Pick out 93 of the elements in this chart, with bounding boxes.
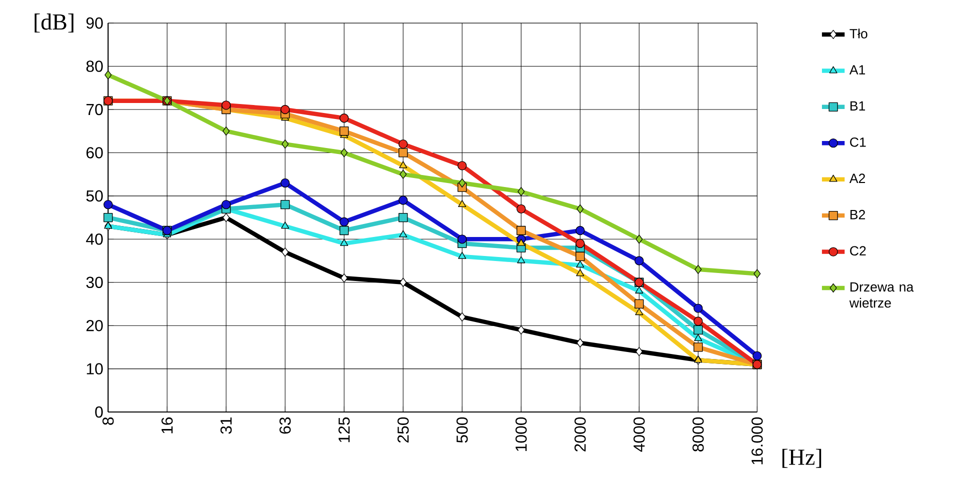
point: [517, 256, 526, 264]
point: [694, 334, 702, 342]
point: [694, 264, 702, 274]
point: [340, 226, 349, 236]
point: [282, 139, 289, 149]
point: [340, 126, 349, 136]
point: [576, 338, 584, 348]
point: [398, 196, 408, 205]
y-axis-title: [dB]: [34, 14, 74, 33]
legend-label: C2: [850, 246, 866, 256]
legend-label: A2: [849, 174, 865, 183]
point: [399, 161, 408, 168]
y-tick-label: 90: [86, 17, 103, 29]
point: [340, 217, 349, 226]
point: [400, 278, 407, 287]
y-tick-label: 0: [95, 406, 103, 418]
point: [518, 325, 525, 334]
point: [340, 114, 349, 123]
x-tick-label: 1000: [516, 417, 527, 451]
point: [399, 230, 408, 238]
point: [458, 178, 466, 188]
point: [400, 170, 407, 179]
point: [634, 256, 644, 266]
y-tick-label: 10: [86, 363, 103, 374]
point: [516, 226, 526, 236]
point: [634, 299, 644, 309]
point: [635, 286, 644, 294]
point: [576, 269, 584, 276]
x-tick-label: 63: [279, 417, 291, 434]
x-tick-label: 8: [102, 417, 114, 425]
point: [517, 238, 526, 246]
point: [104, 70, 112, 80]
x-tick-label: 16.000: [752, 417, 763, 464]
legend-label: B2: [850, 210, 865, 220]
point: [340, 273, 348, 283]
point: [516, 204, 526, 214]
legend-label: Tło: [850, 28, 868, 38]
legend-label: C1: [850, 137, 866, 147]
point: [636, 346, 643, 356]
point: [280, 104, 290, 114]
point: [222, 212, 230, 222]
point: [458, 252, 466, 259]
point: [694, 325, 703, 334]
point: [458, 312, 466, 322]
point: [635, 308, 644, 316]
point: [518, 187, 525, 196]
point: [694, 304, 703, 313]
point: [340, 148, 348, 158]
point: [104, 212, 113, 222]
y-tick-label: 20: [86, 320, 103, 332]
point: [752, 351, 762, 360]
point: [398, 212, 408, 222]
x-axis-title: [Hz]: [782, 448, 822, 468]
point: [458, 234, 467, 244]
point: [576, 204, 584, 214]
x-tick-label: 500: [456, 417, 468, 443]
point: [280, 178, 290, 188]
x-tick-label: 125: [338, 417, 350, 442]
point: [222, 126, 230, 136]
point: [694, 316, 703, 326]
point: [282, 248, 289, 257]
point: [694, 342, 703, 352]
x-tick-label: 31: [220, 418, 232, 434]
x-tick-label: 2000: [574, 417, 586, 452]
point: [576, 260, 584, 268]
y-tick-label: 30: [86, 276, 103, 288]
x-tick-label: 8000: [692, 417, 704, 452]
point: [340, 238, 348, 246]
point: [281, 222, 290, 229]
point: [458, 161, 467, 170]
point: [576, 252, 585, 262]
point: [398, 148, 408, 158]
y-tick-label: 50: [86, 190, 103, 202]
point: [104, 200, 113, 210]
point: [222, 200, 231, 210]
x-tick-label: 250: [397, 417, 409, 443]
y-tick-label: 60: [86, 147, 103, 158]
x-tick-label: 4000: [634, 417, 645, 452]
legend-label: A1: [849, 65, 866, 74]
point: [458, 200, 466, 208]
x-tick-label: 16: [161, 417, 173, 434]
y-tick-label: 80: [86, 60, 103, 72]
point: [398, 139, 408, 149]
point: [754, 269, 761, 278]
point: [280, 200, 290, 210]
point: [576, 226, 585, 236]
legend-label: B1: [850, 101, 866, 110]
legend-label: Drzewa na wietrze: [849, 282, 914, 308]
y-tick-label: 40: [86, 234, 103, 245]
point: [576, 238, 585, 248]
point: [222, 100, 231, 110]
point: [636, 234, 643, 244]
y-tick-label: 70: [86, 104, 103, 116]
